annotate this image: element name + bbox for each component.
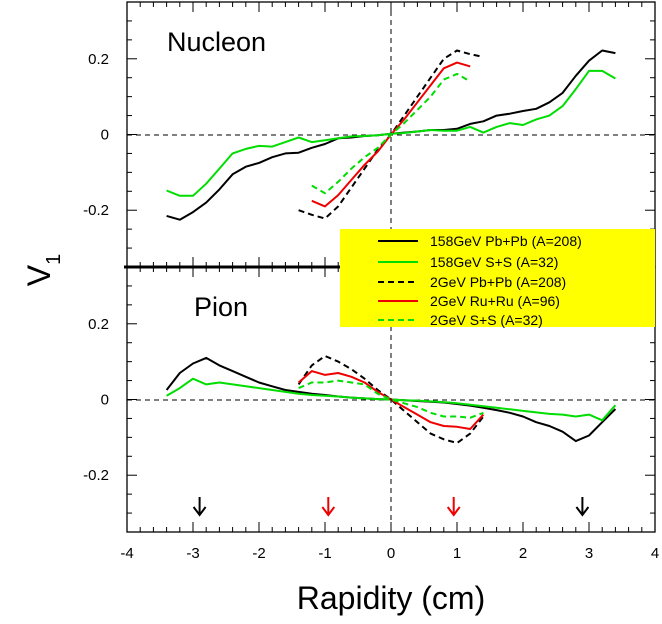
x-tick-label: -2 xyxy=(252,545,265,562)
x-tick-label: -4 xyxy=(120,545,133,562)
y-tick-label-pion: 0 xyxy=(101,392,109,409)
x-axis-title: Rapidity (cm) xyxy=(297,580,485,616)
legend-entries: 158GeV Pb+Pb (A=208) 158GeV S+S (A=32) 2Ge… xyxy=(378,233,582,328)
y-axis-title: V1 xyxy=(21,254,65,286)
legend: 158GeV Pb+Pb (A=208) 158GeV S+S (A=32) 2Ge… xyxy=(340,229,655,328)
y-tick-label-nucleon: -0.2 xyxy=(83,202,109,219)
x-tick-label: 0 xyxy=(387,545,395,562)
legend-label: 158GeV Pb+Pb (A=208) xyxy=(430,233,582,249)
panel-nucleon-series xyxy=(166,49,616,221)
x-tick-label: 2 xyxy=(519,545,527,562)
legend-label: 2GeV Ru+Ru (A=96) xyxy=(430,293,560,309)
y-axis-title-subscript: 1 xyxy=(43,254,65,265)
y-tick-label-pion: -0.2 xyxy=(83,467,109,484)
arrow-head xyxy=(321,506,336,517)
x-tick-label: -1 xyxy=(318,545,331,562)
panel-label-nucleon: Nucleon xyxy=(167,27,266,57)
x-tick-label: -3 xyxy=(186,545,199,562)
arrow-head xyxy=(446,506,461,517)
y-tick-label-nucleon: 0 xyxy=(101,127,109,144)
legend-label: 158GeV S+S (A=32) xyxy=(430,254,558,270)
arrow-head xyxy=(192,506,207,517)
panel-nucleon: -0.2 0 0.2 Nucleon xyxy=(83,1,656,268)
arrow-head xyxy=(575,506,590,517)
panel-label-pion: Pion xyxy=(194,292,248,322)
legend-background xyxy=(340,229,655,327)
series-line-pion-2gev-pb-pb-a-208 xyxy=(297,355,485,444)
y-axis-title-text: V1 xyxy=(21,254,65,286)
legend-label: 2GeV S+S (A=32) xyxy=(430,312,543,328)
x-tick-label: 4 xyxy=(651,545,659,562)
x-tick-labels: -4 -3 -2 -1 0 1 2 3 4 xyxy=(120,545,659,562)
x-tick-label: 3 xyxy=(585,545,593,562)
series-line-nucleon-2gev-s-s-a-32 xyxy=(311,72,471,195)
series-line-pion-2gev-s-s-a-32 xyxy=(298,379,484,419)
legend-label: 2GeV Pb+Pb (A=208) xyxy=(430,274,566,290)
y-axis-title-main: V xyxy=(21,264,57,286)
y-tick-label-pion: 0.2 xyxy=(88,316,109,333)
y-tick-label-nucleon: 0.2 xyxy=(88,51,109,68)
rapidity-arrows xyxy=(192,497,590,517)
x-tick-label: 1 xyxy=(453,545,461,562)
